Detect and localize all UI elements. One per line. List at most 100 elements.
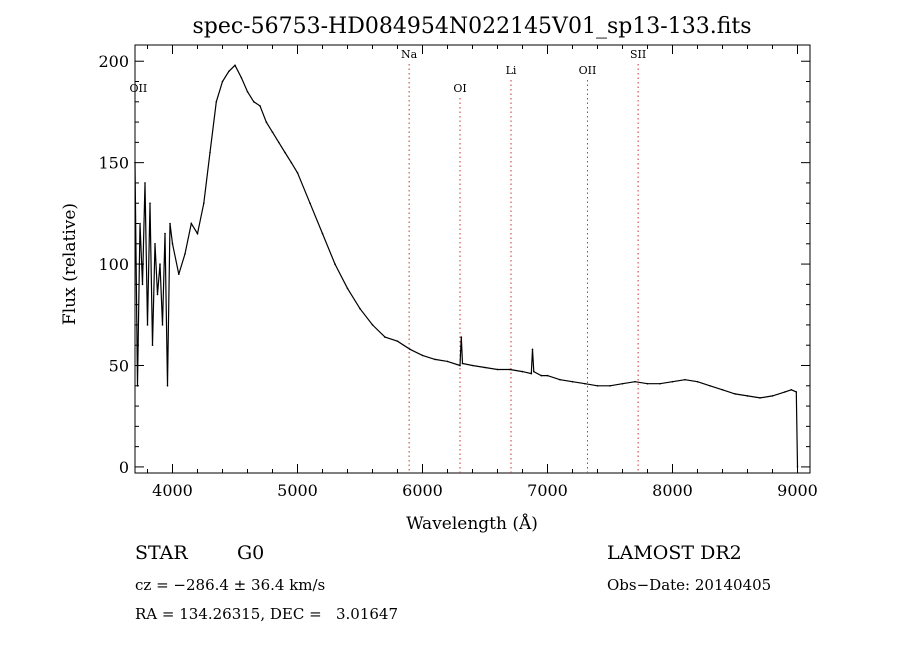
flux-point [240, 76, 243, 79]
chart-title: spec-56753-HD084954N022145V01_sp13-133.f… [192, 14, 751, 39]
flux-point [421, 354, 424, 357]
flux-point [684, 378, 686, 381]
flux-point [734, 393, 736, 395]
flux-point [228, 70, 230, 73]
flux-point [530, 372, 533, 375]
x-tick-label: 4000 [152, 481, 193, 500]
flux-point [164, 232, 166, 235]
flux-point [154, 243, 156, 245]
flux-point [790, 389, 793, 391]
flux-point [709, 385, 711, 387]
flux-point [584, 382, 586, 385]
flux-point [371, 324, 374, 326]
flux-point [203, 202, 205, 204]
y-tick-label: 150 [98, 154, 129, 173]
flux-point [215, 101, 218, 103]
x-tick-label: 7000 [527, 481, 568, 500]
flux-point [784, 391, 786, 393]
flux-point [646, 382, 649, 385]
emission-line-label: Na [401, 48, 418, 61]
flux-point [156, 293, 159, 296]
flux-point [559, 378, 561, 381]
object-class: STAR [135, 542, 188, 564]
flux-point [571, 380, 574, 383]
flux-point [265, 121, 268, 123]
y-tick-label: 0 [119, 458, 129, 477]
flux-point [321, 232, 324, 235]
emission-line-label: OII [130, 82, 148, 95]
flux-point [290, 161, 293, 164]
flux-point [609, 385, 611, 387]
flux-point [533, 370, 535, 373]
flux-series [134, 64, 799, 468]
flux-point [278, 141, 280, 144]
plot-border [134, 44, 811, 474]
flux-point [771, 395, 774, 397]
y-axis-label: Flux (relative) [60, 203, 80, 325]
redshift-velocity: cz = −286.4 ± 36.4 km/s [135, 576, 326, 594]
flux-point [146, 324, 149, 326]
flux-point [621, 382, 624, 385]
flux-point [434, 358, 436, 361]
flux-point [531, 348, 534, 351]
flux-point [234, 64, 236, 67]
flux-point [166, 385, 169, 387]
flux-point [459, 364, 461, 367]
emission-line-label: Li [506, 64, 517, 77]
emission-line-label: OII [579, 64, 597, 77]
flux-point [196, 232, 199, 235]
flux-point [634, 380, 636, 383]
flux-point [409, 348, 411, 351]
flux-point [521, 370, 524, 373]
x-tick-label: 6000 [402, 481, 443, 500]
flux-point [396, 340, 399, 343]
flux-point [334, 263, 336, 265]
flux-point [184, 253, 186, 255]
flux-point [171, 243, 174, 245]
flux-point [795, 391, 798, 393]
flux-point [659, 382, 661, 385]
axis-ticks: 4000 5000 6000 7000 8000 9000 0 50 100 150 200 [98, 45, 818, 500]
flux-point [221, 80, 224, 83]
flux-point [151, 344, 154, 347]
flux-point [271, 131, 274, 133]
flux-point [296, 172, 299, 174]
survey-name: LAMOST DR2 [607, 542, 742, 564]
flux-point [209, 151, 211, 154]
flux-point [141, 283, 144, 286]
flux-point [496, 368, 499, 371]
flux-point [509, 368, 511, 371]
flux-point [746, 395, 749, 397]
flux-point [144, 182, 146, 184]
flux-point [309, 202, 311, 204]
x-axis-label: Wavelength (Å) [406, 513, 538, 534]
flux-point [460, 336, 463, 338]
plot-frame [134, 44, 811, 474]
emission-line-label: SII [630, 48, 646, 61]
flux-point [484, 366, 486, 369]
flux-point [471, 364, 474, 367]
flux-point [284, 151, 286, 154]
flux-point [178, 273, 180, 276]
flux-point [259, 105, 261, 107]
flux-point [359, 307, 361, 310]
flux-point [161, 324, 164, 326]
flux-point [696, 380, 699, 383]
flux-point [384, 336, 386, 338]
flux-point [759, 397, 761, 399]
flux-point [169, 222, 171, 225]
flux-point [149, 202, 151, 204]
x-tick-label: 9000 [777, 481, 818, 500]
flux-point [546, 374, 549, 377]
observation-date: Obs−Date: 20140405 [607, 576, 772, 594]
flux-point [596, 385, 599, 387]
flux-point [721, 389, 724, 391]
flux-point [461, 362, 464, 365]
y-tick-label: 200 [98, 52, 129, 71]
emission-line-markers: OII Na OI Li OII SII [130, 48, 646, 473]
y-tick-label: 50 [109, 356, 129, 375]
flux-point [159, 263, 161, 265]
flux-point [139, 222, 141, 225]
object-subclass: G0 [237, 542, 265, 564]
